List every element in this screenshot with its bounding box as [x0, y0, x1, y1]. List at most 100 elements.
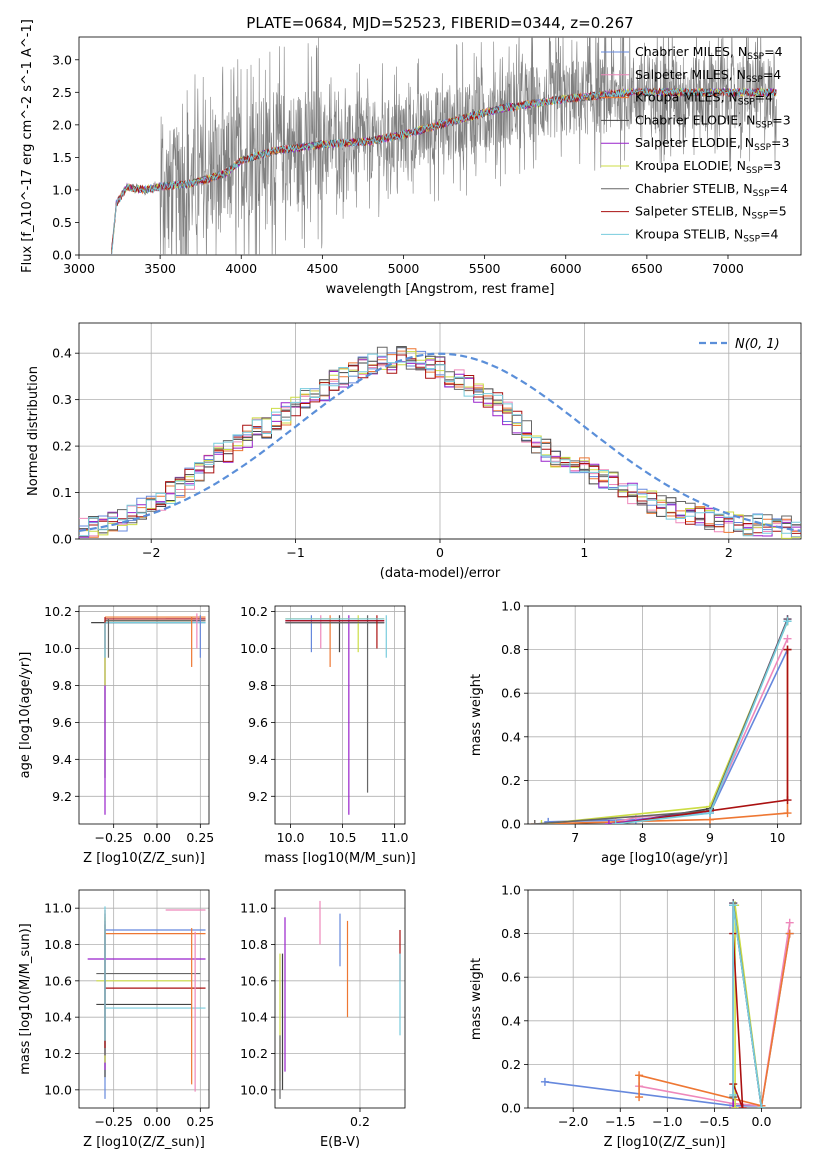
histogram-2	[79, 348, 801, 538]
axes-frame	[78, 605, 210, 825]
axes-frame	[78, 889, 210, 1109]
x-tick-label: 0.00	[143, 1114, 171, 1129]
legend-entry: Salpeter STELIB, NSSP=5	[635, 204, 787, 222]
model-spectrum-7	[111, 87, 777, 255]
x-tick-label: 10.5	[329, 830, 357, 845]
weight-line-7	[732, 933, 744, 1108]
y-tick-label: 10.2	[240, 1046, 268, 1061]
weight-marker	[783, 617, 792, 626]
x-tick-label: 4000	[225, 261, 257, 276]
x-axis-label: E(B-V)	[320, 1135, 360, 1150]
x-axis-label: mass [log10(M/M_sun)]	[264, 851, 416, 866]
x-tick-label: −1.5	[605, 1114, 635, 1129]
figure-title: PLATE=0684, MJD=52523, FIBERID=0344, z=0…	[246, 14, 633, 32]
chart-age-vs-mass: 10.0 10.5 11.0 9.2 9.4 9.6 9.8 10.0 10.2 mass [lo…	[240, 604, 416, 866]
weight-marker	[785, 929, 794, 938]
x-axis-label: wavelength [Angstrom, rest frame]	[326, 282, 555, 297]
x-tick-label: −2.0	[558, 1114, 588, 1129]
weight-line-8	[615, 621, 789, 824]
x-tick-label: 1	[580, 545, 588, 560]
axes-frame	[527, 889, 802, 1109]
weight-marker	[544, 817, 553, 824]
y-tick-label: 9.2	[248, 789, 268, 804]
legend-entry: Kroupa ELODIE, NSSP=3	[635, 158, 781, 176]
y-tick-label: 9.8	[52, 678, 72, 693]
y-tick-label: 1.0	[501, 599, 521, 614]
y-tick-label: 3.0	[52, 52, 72, 67]
weight-marker	[783, 796, 792, 805]
plot-area-weight-vs-Z	[540, 899, 794, 1108]
plot-area-age-vs-mass	[285, 615, 387, 815]
y-tick-label: 0.0	[501, 817, 521, 832]
y-tick-label: 0.0	[501, 1101, 521, 1116]
y-axis-label: mass weight	[469, 674, 484, 756]
y-tick-label: 11.0	[240, 901, 268, 916]
weight-marker	[729, 1104, 738, 1108]
weight-marker	[731, 1104, 740, 1108]
weight-line-0	[548, 649, 789, 823]
histogram-1	[79, 361, 801, 537]
y-tick-label: 0.4	[52, 346, 72, 361]
legend-entry: Salpeter MILES, NSSP=4	[635, 67, 781, 85]
legend-entry: Kroupa MILES, NSSP=4	[635, 90, 773, 108]
weight-line-2	[638, 933, 791, 1107]
y-tick-label: 10.2	[44, 604, 72, 619]
model-spectrum-8	[111, 87, 777, 255]
y-tick-label: 10.4	[44, 1010, 72, 1025]
x-axis-label: Z [log10(Z/Z_sun)]	[83, 1135, 205, 1150]
y-tick-label: 0.8	[501, 642, 521, 657]
weight-marker	[540, 1077, 549, 1086]
x-tick-label: 9	[706, 830, 714, 845]
x-tick-label: 0.25	[186, 830, 214, 845]
x-axis-label: (data-model)/error	[380, 566, 501, 581]
x-tick-label: −1	[286, 545, 304, 560]
y-tick-label: 9.2	[52, 789, 72, 804]
y-axis-label: mass weight	[469, 958, 484, 1040]
x-tick-label: 6500	[631, 261, 663, 276]
axes-frame	[78, 322, 802, 540]
y-tick-label: 0.4	[501, 1013, 521, 1028]
legend-entry: Chabrier MILES, NSSP=4	[635, 44, 783, 62]
x-tick-label: 8	[639, 830, 647, 845]
y-tick-label: 0.2	[52, 439, 72, 454]
y-tick-label: 0.8	[501, 926, 521, 941]
y-tick-label: 1.0	[501, 883, 521, 898]
x-tick-label: 2	[725, 545, 733, 560]
model-spectrum-6	[111, 87, 777, 255]
x-tick-label: −0.25	[95, 1114, 133, 1129]
y-tick-label: 9.6	[248, 715, 268, 730]
x-tick-label: 0.00	[143, 830, 171, 845]
plot-area-weight-vs-age	[530, 615, 792, 824]
weight-line-1	[638, 922, 791, 1107]
chart-histogram: −2 −1 0 1 2 0.0 0.1 0.2 0.3 0.4 (data-model)/error…	[26, 322, 802, 581]
weight-marker	[706, 809, 714, 818]
x-tick-label: 0	[436, 545, 444, 560]
weight-marker	[611, 820, 620, 824]
y-tick-label: 0.1	[52, 485, 72, 500]
weight-marker	[537, 820, 546, 824]
legend-entry: Salpeter ELODIE, NSSP=3	[635, 135, 789, 153]
chart-weight-vs-age: 7 8 9 10 0.0 0.2 0.4 0.6 0.8 1.0 age [log10(age/yr…	[469, 599, 802, 866]
x-tick-label: 10	[769, 830, 785, 845]
y-tick-label: 0.2	[501, 773, 521, 788]
weight-marker	[783, 645, 792, 654]
weight-marker	[530, 820, 539, 824]
weight-marker	[783, 634, 792, 643]
y-tick-label: 10.0	[240, 1082, 268, 1097]
y-tick-label: 2.5	[52, 85, 72, 100]
y-tick-label: 9.6	[52, 715, 72, 730]
x-tick-label: 4500	[306, 261, 338, 276]
y-tick-label: 1.0	[52, 182, 72, 197]
x-tick-label: −2	[142, 545, 160, 560]
y-axis-label: Flux [f_λ10^-17 erg cm^-2 s^-1 A^-1]	[20, 19, 35, 273]
y-tick-label: 9.4	[248, 752, 268, 767]
chart-mass-vs-Z: −0.25 0.00 0.25 10.0 10.2 10.4 10.6 10.8 11.0 Z […	[18, 889, 214, 1150]
x-tick-label: 7000	[712, 261, 744, 276]
y-tick-label: 0.0	[52, 532, 72, 547]
weight-line-3	[615, 620, 789, 824]
x-tick-label: 3500	[144, 261, 176, 276]
x-axis-label: Z [log10(Z/Z_sun)]	[83, 851, 205, 866]
y-tick-label: 10.0	[44, 641, 72, 656]
weight-marker	[757, 1104, 766, 1108]
y-tick-label: 10.2	[240, 604, 268, 619]
